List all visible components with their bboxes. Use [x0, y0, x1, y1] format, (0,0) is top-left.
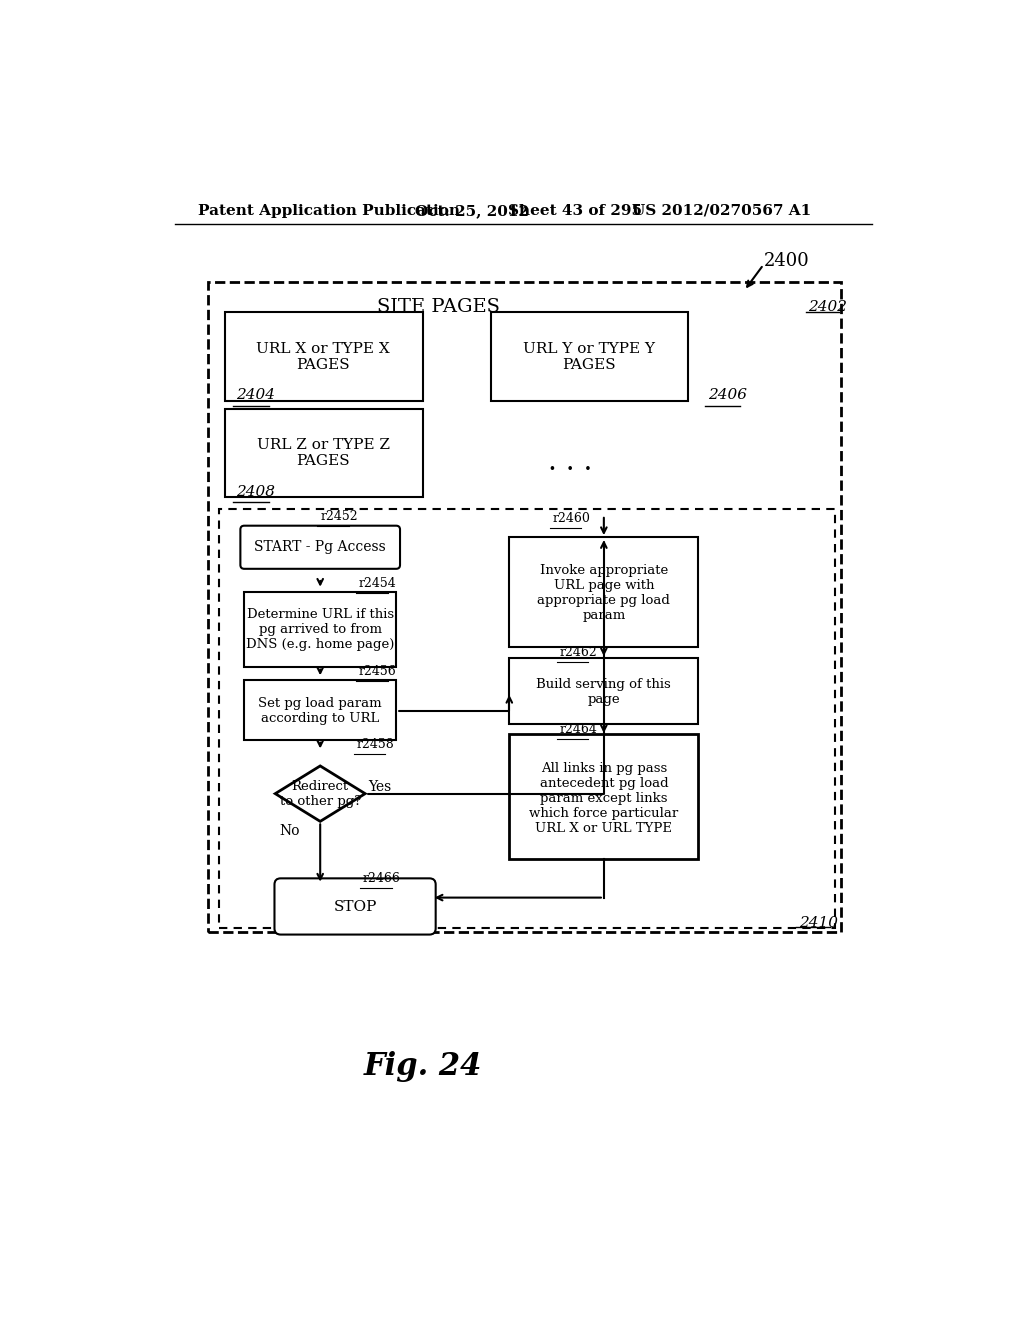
- Text: URL Z or TYPE Z
PAGES: URL Z or TYPE Z PAGES: [257, 438, 390, 469]
- Bar: [245, 591, 396, 667]
- Text: 2404: 2404: [237, 388, 275, 403]
- Text: URL X or TYPE X
PAGES: URL X or TYPE X PAGES: [256, 342, 390, 372]
- Text: START - Pg Access: START - Pg Access: [254, 540, 386, 554]
- Bar: [509, 659, 698, 725]
- Bar: [225, 409, 423, 498]
- Bar: [245, 681, 396, 739]
- Text: 2402: 2402: [809, 300, 848, 314]
- Text: All links in pg pass
antecedent pg load
param except links
which force particula: All links in pg pass antecedent pg load …: [529, 762, 679, 834]
- Text: 2400: 2400: [764, 252, 809, 269]
- Text: r2452: r2452: [321, 511, 357, 524]
- FancyBboxPatch shape: [274, 878, 435, 935]
- FancyBboxPatch shape: [241, 525, 400, 569]
- Text: r2460: r2460: [553, 512, 591, 525]
- Text: Invoke appropriate
URL page with
appropriate pg load
param: Invoke appropriate URL page with appropr…: [538, 564, 671, 622]
- Polygon shape: [275, 766, 366, 821]
- Text: US 2012/0270567 A1: US 2012/0270567 A1: [632, 203, 811, 218]
- Text: Determine URL if this
pg arrived to from
DNS (e.g. home page): Determine URL if this pg arrived to from…: [246, 609, 394, 651]
- Text: 2406: 2406: [708, 388, 746, 403]
- Text: r2458: r2458: [356, 738, 394, 751]
- Text: Oct. 25, 2012: Oct. 25, 2012: [415, 203, 528, 218]
- Bar: [208, 281, 841, 932]
- Text: No: No: [280, 824, 300, 838]
- Text: r2462: r2462: [560, 645, 597, 659]
- Text: SITE PAGES: SITE PAGES: [377, 298, 500, 315]
- Bar: [509, 734, 698, 859]
- Text: r2454: r2454: [359, 577, 396, 590]
- Text: URL Y or TYPE Y
PAGES: URL Y or TYPE Y PAGES: [523, 342, 655, 372]
- Bar: [225, 313, 423, 401]
- Bar: [509, 537, 698, 647]
- Bar: [219, 508, 835, 928]
- Text: . . .: . . .: [548, 449, 592, 477]
- Text: 2408: 2408: [237, 484, 275, 499]
- Text: r2464: r2464: [560, 723, 598, 737]
- Text: r2456: r2456: [359, 665, 396, 678]
- Text: Patent Application Publication: Patent Application Publication: [198, 203, 460, 218]
- Text: Sheet 43 of 295: Sheet 43 of 295: [508, 203, 642, 218]
- Text: Set pg load param
according to URL: Set pg load param according to URL: [258, 697, 382, 725]
- Bar: [490, 313, 688, 401]
- Text: 2410: 2410: [799, 916, 839, 931]
- Text: r2466: r2466: [362, 873, 400, 886]
- Text: Yes: Yes: [369, 780, 391, 795]
- Text: STOP: STOP: [334, 900, 377, 913]
- Text: Build serving of this
page: Build serving of this page: [537, 678, 671, 706]
- Text: Redirect
to other pg?: Redirect to other pg?: [280, 780, 360, 808]
- Text: Fig. 24: Fig. 24: [364, 1052, 481, 1082]
